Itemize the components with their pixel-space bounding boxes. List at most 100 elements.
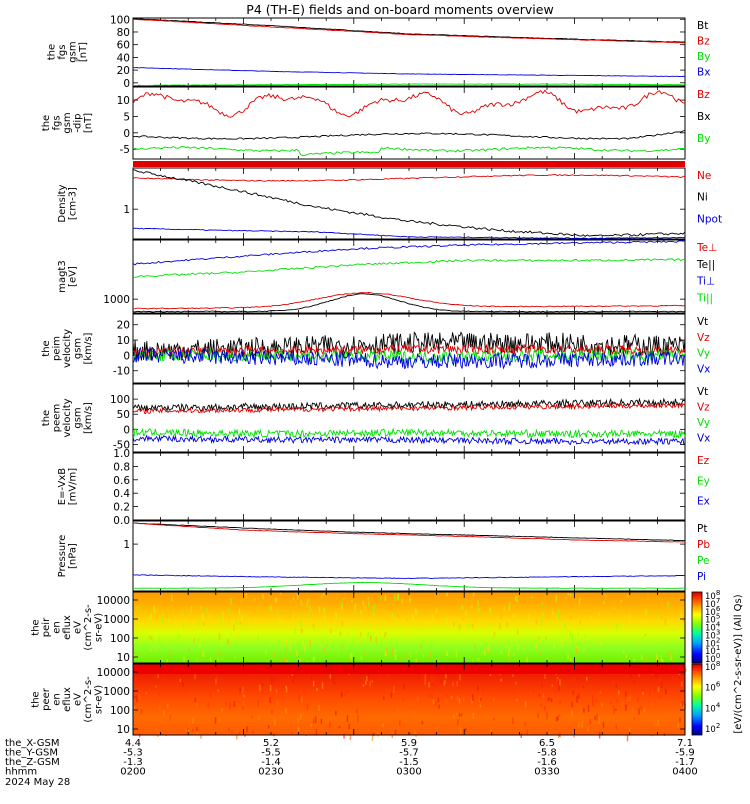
spectrogram-cell — [558, 714, 561, 717]
spectrogram-cell — [582, 685, 585, 689]
x-tick-label: -1.7 — [675, 757, 695, 768]
spectrogram-cell — [200, 640, 203, 647]
spectrogram-cell — [644, 633, 647, 637]
x-tick-label: 5.9 — [401, 738, 417, 749]
y-tick-label: 10 — [117, 652, 130, 664]
y-tick-label: 80 — [117, 27, 130, 39]
spectrogram-cell — [569, 658, 572, 662]
spectrogram-cell — [627, 696, 629, 699]
spectrogram-cell — [498, 640, 500, 644]
spectrogram-cell — [577, 677, 579, 680]
panel-temperature: 1000 magt3 [eV] Te⊥ Te|| Ti⊥ Ti|| — [57, 239, 717, 314]
spectrogram-cell — [458, 713, 461, 717]
spectrogram-cell — [508, 657, 511, 664]
spectrogram-cell — [276, 598, 278, 602]
spectrogram-cell — [397, 613, 399, 617]
trace-pt — [133, 522, 685, 542]
spectrogram-cell — [587, 726, 589, 732]
y-axis-label: [km/s] — [83, 332, 94, 364]
spectrogram-cell — [591, 694, 594, 702]
spectrogram-cell — [541, 647, 543, 651]
spectrogram-cell — [274, 678, 276, 681]
spectrogram-cell — [656, 658, 658, 665]
spectrogram-cell — [319, 645, 321, 648]
spectrogram-cell — [538, 694, 540, 697]
spectrogram-cell — [586, 676, 588, 681]
spectrogram-cell — [460, 709, 462, 714]
spectrogram-cell — [362, 684, 365, 687]
spectrogram-cell — [258, 716, 260, 721]
spectrogram-cell — [188, 721, 190, 728]
spectrogram-cell — [468, 623, 470, 628]
y-axis-label: the — [41, 340, 52, 356]
spectrogram-cell — [214, 717, 217, 724]
spectrogram-cell — [555, 595, 558, 602]
spectrogram-cell — [660, 682, 663, 689]
spectrogram-cell — [546, 712, 548, 720]
spectrogram-cell — [456, 713, 458, 715]
spectrogram-cell — [249, 690, 252, 693]
y-axis-label: the — [31, 691, 42, 707]
y-axis-label: sr-eV) — [94, 613, 105, 642]
spectrogram-cell — [194, 674, 196, 680]
spectrogram-cell — [615, 724, 618, 730]
spectrogram-cell — [657, 719, 659, 726]
legend-entry: Bx — [697, 111, 710, 123]
spectrogram-cell — [604, 593, 607, 601]
spectrogram-cell — [301, 697, 303, 704]
spectrogram-cell — [313, 625, 315, 630]
spectrogram-cell — [192, 728, 194, 732]
spectrogram-cell — [596, 713, 598, 721]
spectrogram-cell — [335, 612, 337, 619]
spectrogram-cell — [520, 733, 522, 738]
spectrogram-cell — [526, 657, 528, 663]
plot-title: P4 (TH-E) fields and on-board moments ov… — [246, 2, 553, 17]
spectrogram-cell — [513, 652, 515, 656]
spectrogram-cell — [615, 683, 618, 688]
spectrogram-cell — [373, 659, 375, 664]
spectrogram-cell — [271, 676, 273, 684]
spectrogram-cell — [134, 695, 136, 699]
spectrogram-cell — [402, 697, 405, 701]
spectrogram-cell — [559, 679, 561, 686]
spectrogram-cell — [418, 672, 420, 678]
spectrogram-cell — [373, 612, 376, 616]
spectrogram-cell — [484, 649, 486, 656]
spectrogram-cell — [285, 685, 287, 689]
spectrogram-cell — [257, 596, 259, 602]
spectrogram-cell — [302, 613, 304, 617]
x-tick-label: -1.6 — [537, 757, 557, 768]
spectrogram-cell — [269, 695, 272, 698]
y-axis-label: fgs — [52, 115, 63, 130]
spectrogram-cell — [284, 648, 287, 655]
spectrogram-cell — [198, 643, 201, 648]
y-tick-label: 1 — [123, 539, 130, 551]
spectrogram-cell — [179, 678, 182, 682]
spectrogram-cell — [444, 680, 446, 684]
spectrogram-cell — [550, 698, 553, 703]
spectrogram-cell — [321, 595, 323, 599]
spectrogram-cell — [567, 653, 569, 659]
spectrogram-cell — [513, 613, 516, 619]
spectrogram-cell — [181, 672, 183, 676]
spectrogram-cell — [500, 614, 502, 620]
y-tick-label: 0 — [123, 350, 130, 362]
legend-entry: Ti|| — [696, 292, 713, 304]
x-tick-label: -5.3 — [123, 748, 143, 759]
spectrogram-cell — [218, 633, 221, 640]
spectrogram-cell — [431, 691, 433, 699]
spectrogram-cell — [629, 694, 631, 702]
spectrogram-cell — [221, 639, 223, 647]
spectrogram-cell — [573, 678, 576, 682]
spectrogram-cell — [503, 605, 506, 612]
spectrogram-cell — [544, 706, 546, 711]
spectrogram-cell — [516, 595, 518, 603]
spectrogram-cell — [297, 718, 299, 722]
spectrogram-cell — [196, 731, 198, 735]
spectrogram-cell — [557, 734, 560, 739]
spectrogram-cell — [556, 615, 558, 621]
spectrogram-cell — [471, 596, 473, 602]
legend-entry: Vx — [697, 433, 710, 445]
spectrogram-cell — [163, 710, 165, 716]
panel-frame-pressure — [132, 520, 686, 592]
